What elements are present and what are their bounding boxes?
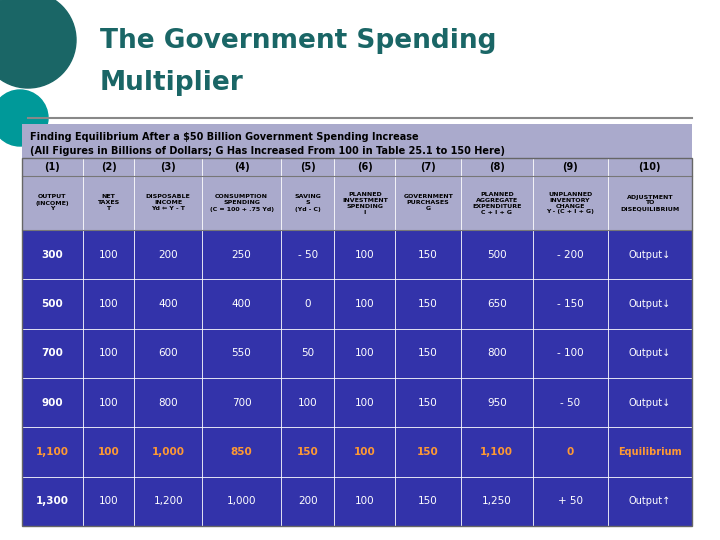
Text: 100: 100 (298, 397, 318, 408)
Text: 0: 0 (567, 447, 574, 457)
FancyBboxPatch shape (22, 158, 692, 230)
Text: (10): (10) (639, 162, 661, 172)
Text: 100: 100 (355, 348, 374, 359)
Text: 500: 500 (42, 299, 63, 309)
Text: 200: 200 (298, 496, 318, 507)
Text: 200: 200 (158, 249, 178, 260)
Text: GOVERNMENT
PURCHASES
G: GOVERNMENT PURCHASES G (403, 194, 453, 212)
Text: 650: 650 (487, 299, 507, 309)
Text: Output↑: Output↑ (629, 496, 671, 507)
Text: NET
TAXES
T: NET TAXES T (97, 194, 120, 212)
Text: 100: 100 (355, 496, 374, 507)
Text: (All Figures in Billions of Dollars; G Has Increased From 100 in Table 25.1 to 1: (All Figures in Billions of Dollars; G H… (30, 146, 505, 156)
Text: 1,250: 1,250 (482, 496, 512, 507)
Text: (5): (5) (300, 162, 315, 172)
Text: 1,000: 1,000 (152, 447, 185, 457)
Text: (3): (3) (161, 162, 176, 172)
Text: 100: 100 (98, 447, 120, 457)
Text: 300: 300 (42, 249, 63, 260)
Text: 100: 100 (354, 447, 376, 457)
Text: 900: 900 (42, 397, 63, 408)
Text: (7): (7) (420, 162, 436, 172)
Text: (2): (2) (101, 162, 117, 172)
Text: (8): (8) (489, 162, 505, 172)
Text: Output↓: Output↓ (629, 299, 671, 309)
Text: 150: 150 (418, 249, 438, 260)
Circle shape (0, 90, 48, 146)
Text: 500: 500 (487, 249, 507, 260)
Text: (1): (1) (45, 162, 60, 172)
Text: DISPOSABLE
INCOME
Yd ⇐ Y - T: DISPOSABLE INCOME Yd ⇐ Y - T (146, 194, 191, 212)
Text: 150: 150 (418, 299, 438, 309)
Text: 1,200: 1,200 (153, 496, 183, 507)
Text: - 200: - 200 (557, 249, 583, 260)
Text: 150: 150 (418, 397, 438, 408)
Text: 250: 250 (232, 249, 251, 260)
Text: 100: 100 (99, 348, 118, 359)
Text: 100: 100 (355, 249, 374, 260)
Text: 550: 550 (232, 348, 251, 359)
Text: SAVING
S
(Yd - C): SAVING S (Yd - C) (294, 194, 321, 212)
Text: 1,100: 1,100 (36, 447, 69, 457)
Text: 950: 950 (487, 397, 507, 408)
Text: (9): (9) (562, 162, 578, 172)
Text: 150: 150 (297, 447, 318, 457)
Text: 150: 150 (418, 447, 439, 457)
Text: 100: 100 (99, 249, 118, 260)
Text: Output↓: Output↓ (629, 397, 671, 408)
Text: ADJUSTMENT
TO
DISEQUILIBRIUM: ADJUSTMENT TO DISEQUILIBRIUM (620, 194, 680, 212)
Text: PLANNED
INVESTMENT
SPENDING
I: PLANNED INVESTMENT SPENDING I (342, 192, 388, 214)
FancyBboxPatch shape (22, 124, 692, 158)
Text: Output↓: Output↓ (629, 249, 671, 260)
Text: - 50: - 50 (560, 397, 580, 408)
Text: 700: 700 (232, 397, 251, 408)
Text: 400: 400 (158, 299, 178, 309)
Text: 100: 100 (99, 397, 118, 408)
Text: 800: 800 (158, 397, 178, 408)
Text: 400: 400 (232, 299, 251, 309)
Text: 0: 0 (305, 299, 311, 309)
Text: Output↓: Output↓ (629, 348, 671, 359)
Text: UNPLANNED
INVENTORY
CHANGE
Y - (C + I + G): UNPLANNED INVENTORY CHANGE Y - (C + I + … (546, 192, 594, 214)
Text: 150: 150 (418, 348, 438, 359)
Text: 100: 100 (99, 299, 118, 309)
Text: 1,300: 1,300 (36, 496, 69, 507)
Text: + 50: + 50 (557, 496, 582, 507)
Text: (4): (4) (234, 162, 249, 172)
Text: PLANNED
AGGREGATE
EXPENDITURE
C + I + G: PLANNED AGGREGATE EXPENDITURE C + I + G (472, 192, 521, 214)
Text: Equilibrium: Equilibrium (618, 447, 682, 457)
Text: - 50: - 50 (297, 249, 318, 260)
Text: 100: 100 (355, 299, 374, 309)
Text: 800: 800 (487, 348, 507, 359)
Text: 700: 700 (42, 348, 63, 359)
Text: Multiplier: Multiplier (100, 70, 244, 96)
Text: The Government Spending: The Government Spending (100, 28, 497, 54)
Text: 100: 100 (355, 397, 374, 408)
Text: OUTPUT
(INCOME)
Y: OUTPUT (INCOME) Y (35, 194, 69, 212)
Text: 1,000: 1,000 (227, 496, 256, 507)
Text: (6): (6) (357, 162, 373, 172)
Text: 50: 50 (301, 348, 314, 359)
Text: - 150: - 150 (557, 299, 583, 309)
Text: Finding Equilibrium After a $50 Billion Government Spending Increase: Finding Equilibrium After a $50 Billion … (30, 132, 418, 142)
Text: 100: 100 (99, 496, 118, 507)
Circle shape (0, 0, 76, 88)
Text: - 100: - 100 (557, 348, 583, 359)
Text: 600: 600 (158, 348, 178, 359)
Text: 850: 850 (230, 447, 253, 457)
Text: 150: 150 (418, 496, 438, 507)
Text: CONSUMPTION
SPENDING
(C = 100 + .75 Yd): CONSUMPTION SPENDING (C = 100 + .75 Yd) (210, 194, 274, 212)
FancyBboxPatch shape (22, 158, 692, 526)
Text: 1,100: 1,100 (480, 447, 513, 457)
